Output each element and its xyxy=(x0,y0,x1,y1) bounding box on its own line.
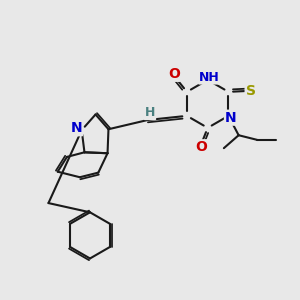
Text: NH: NH xyxy=(199,70,220,84)
Text: N: N xyxy=(70,121,82,135)
Text: S: S xyxy=(246,84,256,98)
Text: O: O xyxy=(195,140,207,154)
Text: N: N xyxy=(225,111,237,125)
Text: H: H xyxy=(145,106,155,119)
Text: O: O xyxy=(168,67,180,81)
